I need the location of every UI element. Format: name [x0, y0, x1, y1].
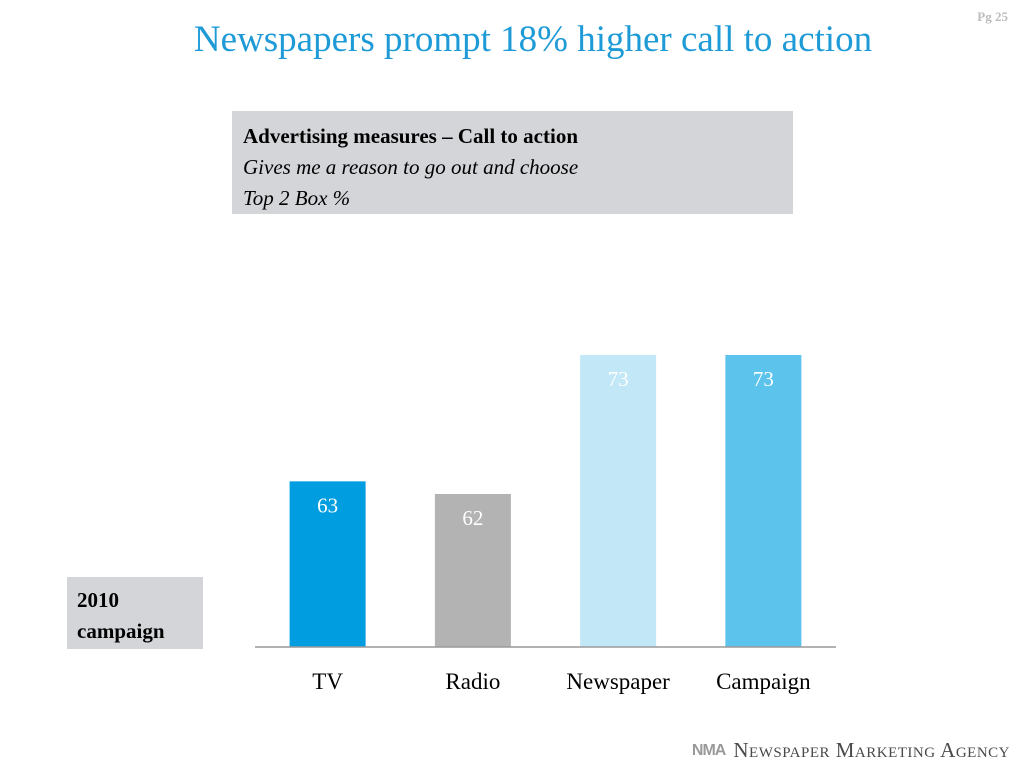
measure-question: Gives me a reason to go out and choose [243, 155, 579, 179]
category-label-tv: TV [312, 669, 343, 694]
bar-newspaper [580, 355, 657, 647]
data-label-tv: 63 [317, 493, 338, 517]
bar-radio [434, 494, 511, 647]
data-label-campaign: 73 [753, 367, 774, 391]
footer-brand: NMA Newspaper Marketing Agency [692, 738, 1010, 763]
category-label-newspaper: Newspaper [566, 669, 670, 694]
agency-name: Newspaper Marketing Agency [733, 738, 1010, 762]
campaign-year: 2010 [77, 588, 119, 612]
data-label-radio: 62 [462, 506, 483, 530]
campaign-label-box: 2010 campaign [67, 577, 203, 649]
category-label-campaign: Campaign [716, 669, 811, 694]
page-title: Newspapers prompt 18% higher call to act… [193, 19, 873, 60]
bar-tv [289, 481, 366, 647]
campaign-word: campaign [77, 619, 165, 643]
nma-logo-icon: NMA [691, 741, 726, 759]
page-number: Pg 25 [977, 9, 1008, 24]
category-label-radio: Radio [445, 669, 500, 694]
measure-scale: Top 2 Box % [243, 186, 351, 210]
data-label-newspaper: 73 [608, 367, 629, 391]
bar-campaign [725, 355, 802, 647]
chart-description-box: Advertising measures – Call to action Gi… [232, 111, 793, 214]
measure-heading: Advertising measures – Call to action [243, 124, 579, 148]
